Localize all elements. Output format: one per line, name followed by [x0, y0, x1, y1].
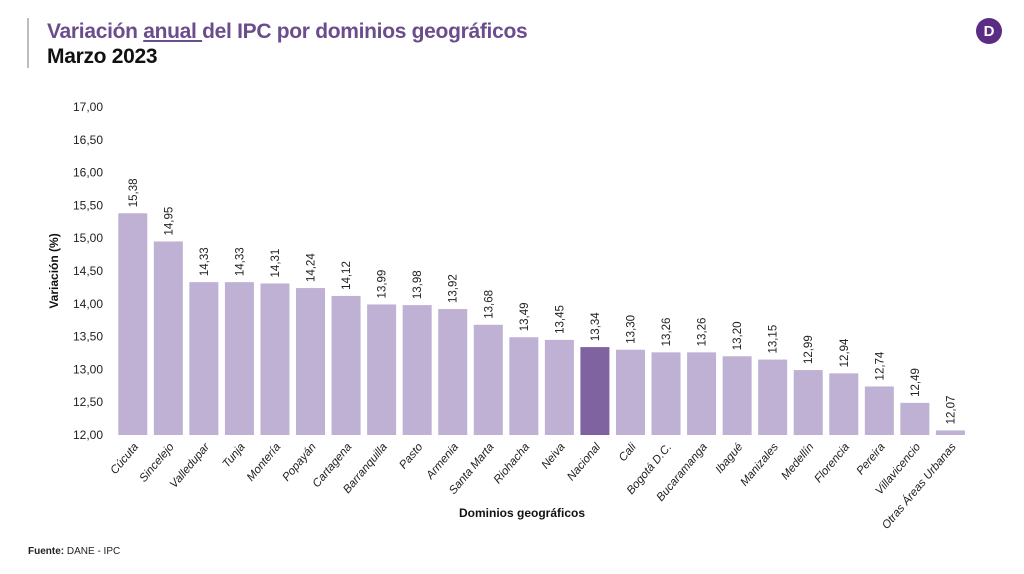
data-label: 12,99 [803, 335, 815, 364]
source-value: DANE - IPC [64, 546, 121, 557]
data-label: 13,26 [697, 318, 709, 347]
data-label: 14,33 [234, 247, 246, 276]
data-label: 13,45 [554, 305, 566, 334]
data-label: 13,20 [732, 321, 744, 350]
data-label: 12,07 [945, 396, 957, 425]
x-tick-label: Tunja [221, 441, 248, 470]
data-label: 14,33 [199, 247, 211, 276]
y-tick-label: 13,00 [73, 362, 103, 376]
bar-otras-reas-urbanas [935, 430, 965, 435]
bar-ibagu- [722, 356, 752, 435]
y-tick-label: 15,50 [73, 198, 103, 212]
y-axis-title: Variación (%) [47, 233, 61, 308]
bar-c-cuta [118, 213, 148, 435]
bar-riohacha [509, 337, 539, 435]
x-tick-label: Neiva [540, 441, 568, 471]
x-tick-label: Armenia [424, 441, 461, 482]
y-tick-label: 17,00 [73, 100, 103, 114]
bar-bogot-d-c- [651, 352, 681, 435]
bar-valledupar [189, 282, 219, 435]
x-tick-label: Florencia [812, 441, 852, 485]
logo-letter: D [983, 22, 995, 40]
title-underlined-text: anual [143, 20, 203, 43]
x-tick-label: Medellín [779, 441, 816, 482]
data-label: 13,26 [661, 318, 673, 347]
bar-sincelejo [153, 241, 183, 435]
x-tick-label: Nacional [565, 441, 603, 483]
y-tick-label: 16,50 [73, 133, 103, 147]
bar-cali [615, 349, 645, 435]
bar-monter-a [260, 283, 290, 435]
x-tick-label: Montería [245, 441, 283, 483]
y-tick-label: 12,50 [73, 395, 103, 409]
title-text: Variación [47, 20, 144, 43]
bar-santa-marta [473, 324, 503, 435]
data-label: 13,99 [377, 270, 389, 299]
data-label: 12,49 [910, 368, 922, 397]
data-label: 14,12 [341, 261, 353, 290]
title-accent-bar [27, 18, 29, 68]
data-label: 15,38 [128, 178, 140, 207]
x-tick-label: Cali [617, 441, 639, 464]
bar-cartagena [331, 295, 361, 435]
bar-bucaramanga [687, 352, 717, 435]
x-axis-title: Dominios geográficos [459, 506, 585, 520]
chart-title: Variación anual del IPC por dominios geo… [47, 20, 528, 44]
bar-nacional [580, 347, 610, 435]
bar-pasto [402, 305, 432, 435]
data-label: 13,98 [412, 270, 424, 299]
y-tick-label: 13,50 [73, 330, 103, 344]
source-note: Fuente: DANE - IPC [28, 546, 120, 557]
x-tick-label: Pasto [397, 441, 425, 472]
y-tick-label: 12,00 [73, 428, 103, 442]
data-label: 12,74 [874, 351, 886, 380]
bar-popay-n [296, 288, 326, 435]
data-label: 14,31 [270, 249, 282, 278]
x-tick-label: Riohacha [492, 441, 532, 486]
x-tick-label: Ibagué [714, 441, 746, 476]
data-label: 13,68 [483, 290, 495, 319]
bar-neiva [544, 339, 574, 435]
title-text-end: del IPC por dominios geográficos [202, 20, 528, 43]
bar-armenia [438, 309, 468, 435]
dane-logo-icon: D [976, 18, 1002, 44]
data-label: 13,92 [448, 274, 460, 303]
data-label: 14,24 [306, 253, 318, 282]
x-tick-label: Pereira [855, 441, 888, 477]
bar-pereira [864, 386, 894, 435]
data-label: 14,95 [163, 207, 175, 236]
bar-villavicencio [900, 402, 930, 435]
data-label: 13,34 [590, 312, 602, 341]
bar-medell-n [793, 370, 823, 435]
y-tick-label: 15,00 [73, 231, 103, 245]
bar-manizales [758, 359, 788, 435]
x-tick-label: Cúcuta [108, 441, 141, 477]
bar-florencia [829, 373, 859, 435]
y-tick-label: 14,00 [73, 297, 103, 311]
x-tick-label: Manizales [738, 441, 781, 489]
bar-tunja [224, 282, 254, 435]
data-label: 13,30 [625, 315, 637, 344]
data-label: 12,94 [839, 338, 851, 367]
data-label: 13,15 [768, 325, 780, 354]
y-tick-label: 14,50 [73, 264, 103, 278]
source-label: Fuente: [28, 546, 65, 557]
x-tick-label: Popayán [280, 441, 318, 483]
data-label: 13,49 [519, 302, 531, 331]
y-tick-label: 16,00 [73, 166, 103, 180]
bar-barranquilla [367, 304, 397, 435]
chart-subtitle: Marzo 2023 [47, 45, 158, 68]
